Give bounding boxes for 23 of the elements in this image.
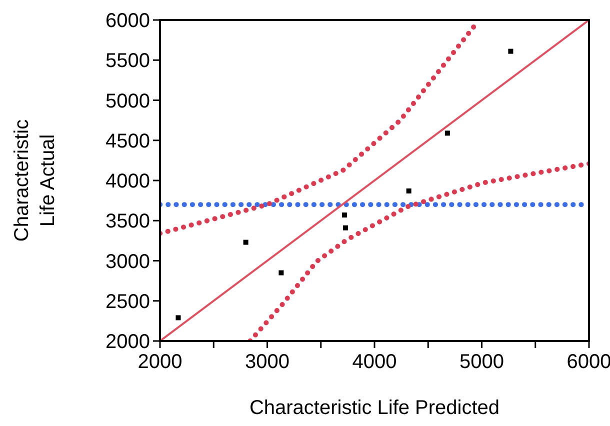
y-tick-label: 6000 [106, 10, 150, 32]
point [176, 315, 181, 320]
point [444, 130, 450, 136]
point [278, 270, 284, 276]
y-tick-label: 2000 [106, 331, 150, 353]
point [243, 240, 248, 245]
y-tick-label: 3000 [106, 250, 150, 273]
x-tick-label: 3000 [245, 351, 290, 373]
y-tick-label: 4000 [106, 170, 150, 192]
point [342, 212, 347, 218]
y-tick-label: 4500 [106, 130, 150, 152]
point [343, 225, 348, 230]
y-tick-label: 5000 [106, 90, 150, 112]
y-tick-label: 3500 [106, 210, 150, 233]
y-tick-label: 5500 [106, 50, 150, 72]
y-tick-label: 2500 [106, 290, 150, 313]
x-tick-label: 4000 [352, 351, 397, 373]
x-tick-label: 2000 [138, 351, 182, 373]
point [508, 48, 514, 54]
x-tick-label: 5000 [460, 351, 504, 373]
x-axis-title: Characteristic Life Predicted [249, 397, 500, 419]
y-axis-title: Characteristic Life Actual [11, 119, 59, 242]
point [406, 188, 412, 194]
